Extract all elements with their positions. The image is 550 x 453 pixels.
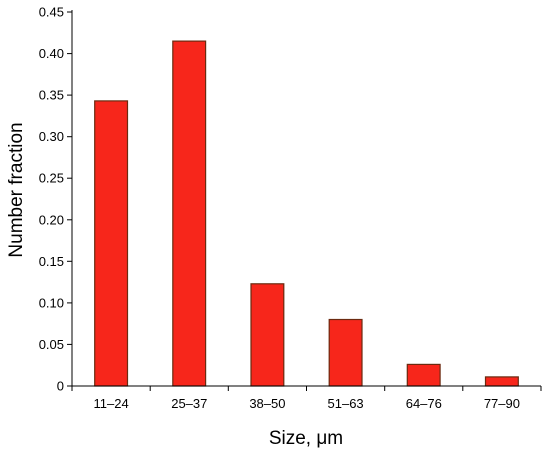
y-tick-label: 0.30: [39, 129, 64, 144]
y-tick-label: 0.10: [39, 295, 64, 310]
y-tick-label: 0.35: [39, 88, 64, 103]
axes-group: [67, 10, 542, 391]
x-tick-label: 77–90: [484, 396, 520, 411]
x-tick-label: 38–50: [249, 396, 285, 411]
x-tick-label: 11–24: [94, 396, 129, 411]
bar-11–24: [94, 100, 129, 387]
x-tick-label: 64–76: [406, 396, 442, 411]
x-tick-label: 25–37: [171, 396, 207, 411]
y-tick-label: 0.40: [39, 46, 64, 61]
y-tick-labels: 0 0.05 0.10 0.15 0.20 0.25 0.30 0.35 0.40 0.45: [39, 5, 64, 394]
y-tick-label: 0.45: [39, 5, 64, 20]
bar-51–63: [328, 318, 363, 387]
y-tick-label: 0.20: [39, 212, 64, 227]
y-tick-label: 0.25: [39, 171, 64, 186]
bar-38–50: [250, 283, 285, 387]
y-tick-label: 0: [57, 379, 64, 394]
y-tick-label: 0.05: [39, 337, 64, 352]
y-axis-title: Number fraction: [6, 122, 27, 257]
bar-77–90: [484, 376, 519, 387]
x-tick-label: 51–63: [328, 396, 364, 411]
bar-25–37: [172, 40, 207, 387]
bar-64–76: [406, 363, 441, 387]
x-axis-title: Size, μm: [269, 428, 343, 449]
y-tick-label: 0.15: [39, 254, 64, 269]
bars-group: [94, 40, 519, 387]
x-tick-labels: 11–24 25–37 38–50 51–63 64–76 77–90: [94, 396, 520, 411]
